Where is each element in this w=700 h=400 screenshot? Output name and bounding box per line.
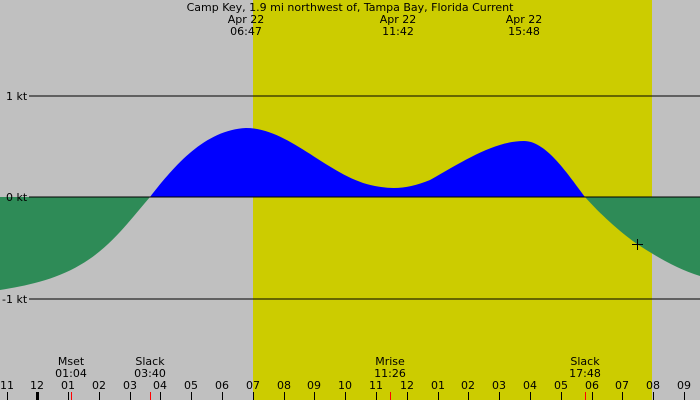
- top-event-1: Apr 22 06:47: [228, 13, 265, 38]
- event-time: 17:48: [569, 367, 601, 380]
- x-tick-label: 01: [431, 379, 445, 392]
- x-tick-label: 11: [0, 379, 14, 392]
- top-event-time: 15:48: [508, 25, 540, 38]
- midnight-tick: [36, 392, 39, 400]
- x-tick-label: 07: [246, 379, 260, 392]
- top-event-3: Apr 22 15:48: [506, 13, 543, 38]
- x-tick-label: 05: [554, 379, 568, 392]
- x-tick-label: 05: [184, 379, 198, 392]
- top-event-date: Apr 22: [380, 13, 417, 26]
- x-tick-label: 04: [523, 379, 537, 392]
- x-tick-label: 03: [123, 379, 137, 392]
- x-axis: 11 12 01 02 03 04 05 06 07 08 09 10 11 1…: [0, 379, 691, 400]
- y-label-neg1kt: -1 kt: [2, 293, 28, 306]
- daylight-band: [253, 0, 652, 400]
- event-label: Mrise: [375, 355, 405, 368]
- x-tick-label: 04: [153, 379, 167, 392]
- x-tick-label: 10: [338, 379, 352, 392]
- x-tick-label: 09: [677, 379, 691, 392]
- top-event-time: 06:47: [230, 25, 262, 38]
- x-tick-label: 09: [307, 379, 321, 392]
- x-tick-label: 11: [369, 379, 383, 392]
- x-tick-label: 06: [585, 379, 599, 392]
- event-time: 03:40: [134, 367, 166, 380]
- x-tick-label: 12: [400, 379, 414, 392]
- bottom-event-mset: Mset 01:04: [55, 355, 87, 380]
- event-time: 01:04: [55, 367, 87, 380]
- ebb-area-left: [0, 197, 150, 290]
- top-event-date: Apr 22: [506, 13, 543, 26]
- top-event-time: 11:42: [382, 25, 414, 38]
- x-tick-label: 02: [461, 379, 475, 392]
- x-tick-label: 01: [61, 379, 75, 392]
- event-label: Slack: [135, 355, 165, 368]
- flood-area: [150, 128, 585, 197]
- x-tick-label: 06: [215, 379, 229, 392]
- bottom-event-slack-2: Slack 17:48: [569, 355, 601, 380]
- x-tick-label: 07: [615, 379, 629, 392]
- current-time-crosshair-icon: [632, 239, 643, 250]
- bottom-event-mrise: Mrise 11:26: [374, 355, 406, 380]
- y-label-1kt: 1 kt: [6, 90, 28, 103]
- x-tick-label: 03: [492, 379, 506, 392]
- event-label: Slack: [570, 355, 600, 368]
- y-label-0kt: 0 kt: [6, 191, 28, 204]
- event-label: Mset: [58, 355, 85, 368]
- x-tick-label: 12: [30, 379, 44, 392]
- chart-title: Camp Key, 1.9 mi northwest of, Tampa Bay…: [187, 1, 514, 14]
- x-tick-label: 08: [646, 379, 660, 392]
- event-markers: [71, 392, 586, 400]
- top-event-date: Apr 22: [228, 13, 265, 26]
- bottom-event-slack-1: Slack 03:40: [134, 355, 166, 380]
- event-time: 11:26: [374, 367, 406, 380]
- x-tick-label: 08: [277, 379, 291, 392]
- top-event-2: Apr 22 11:42: [380, 13, 417, 38]
- ebb-area-right: [585, 197, 700, 276]
- x-tick-label: 02: [92, 379, 106, 392]
